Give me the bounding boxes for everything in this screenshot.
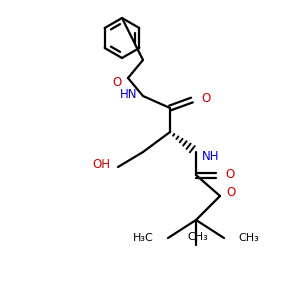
Text: O: O (113, 76, 122, 88)
Text: HN: HN (119, 88, 137, 100)
Text: O: O (225, 169, 234, 182)
Text: O: O (226, 185, 235, 199)
Text: CH₃: CH₃ (238, 233, 259, 243)
Text: NH: NH (202, 149, 220, 163)
Text: CH₃: CH₃ (188, 232, 208, 242)
Text: O: O (201, 92, 210, 104)
Text: H₃C: H₃C (133, 233, 154, 243)
Text: OH: OH (92, 158, 110, 172)
